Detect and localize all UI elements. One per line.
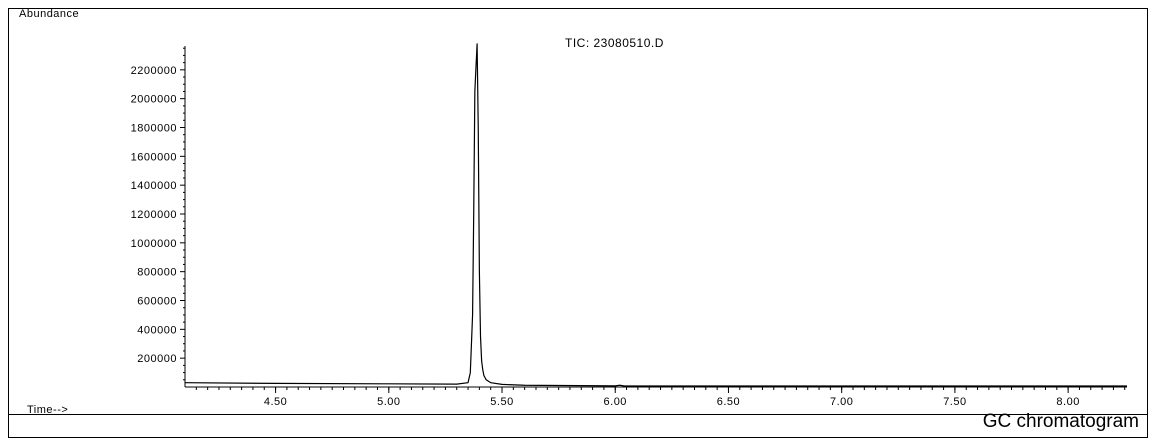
x-tick-label: 4.50 [264, 396, 287, 408]
y-tick-label: 2200000 [131, 65, 177, 77]
x-tick-label: 6.00 [604, 396, 627, 408]
x-tick-label: 7.50 [943, 396, 966, 408]
y-axis-label: Abundance [19, 9, 79, 20]
x-tick-label: 6.50 [717, 396, 740, 408]
x-tick-label: 7.00 [830, 396, 853, 408]
y-tick-label: 2000000 [131, 94, 177, 106]
x-axis-label: Time--> [27, 404, 68, 416]
y-tick-label: 800000 [137, 267, 177, 279]
x-tick-label: 8.00 [1056, 396, 1079, 408]
y-tick-label: 400000 [137, 324, 177, 336]
y-tick-label: 200000 [137, 353, 177, 365]
caption-divider [9, 414, 1147, 415]
y-tick-label: 1800000 [131, 123, 177, 135]
y-tick-label: 1600000 [131, 151, 177, 163]
y-axis: 200000 400000 600000 800000 1000000 1200000 14… [131, 46, 186, 387]
series-group [184, 43, 1127, 387]
y-tick-label: 600000 [137, 296, 177, 308]
x-tick-label: 5.50 [490, 396, 513, 408]
chart-title: TIC: 23080510.D [565, 36, 664, 50]
y-tick-label: 1400000 [131, 180, 177, 192]
x-axis: 4.50 5.00 5.50 6.00 6.50 7.00 7.50 8.00 [185, 386, 1127, 408]
x-tick-label: 5.00 [377, 396, 400, 408]
series-line-0 [184, 43, 1127, 387]
y-tick-label: 1000000 [131, 238, 177, 250]
chart-frame: Abundance Time--> TIC: 23080510.D 200000… [8, 8, 1148, 438]
y-tick-label: 1200000 [131, 209, 177, 221]
figure-caption: GC chromatogram [982, 411, 1139, 432]
chromatogram-chart: Abundance Time--> TIC: 23080510.D 200000… [19, 9, 1127, 416]
